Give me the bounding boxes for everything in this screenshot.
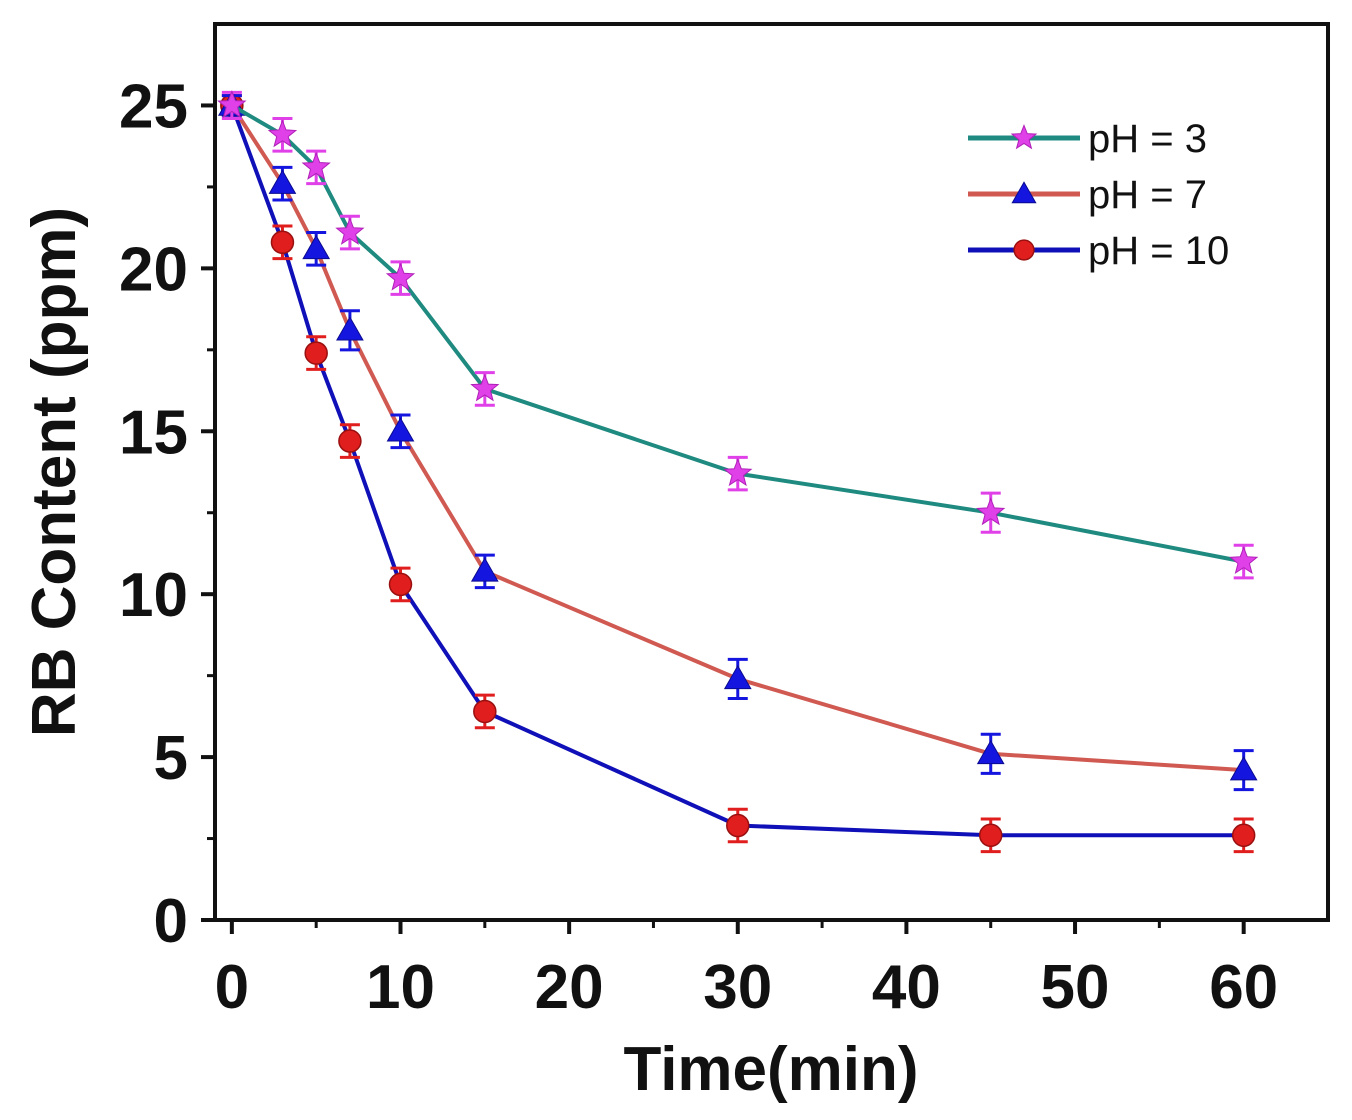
y-tick-label: 0 [154, 887, 188, 956]
data-point [217, 90, 247, 118]
legend-label: pH = 3 [1088, 117, 1207, 161]
legend-marker [1010, 124, 1038, 150]
data-point [302, 234, 331, 260]
y-tick-label: 25 [119, 72, 188, 141]
y-tick-label: 5 [154, 724, 188, 793]
x-axis-title: Time(min) [623, 1035, 918, 1104]
x-tick-label: 30 [703, 953, 772, 1022]
data-point [301, 152, 331, 180]
x-tick-label: 20 [535, 953, 604, 1022]
series-0 [217, 90, 1259, 580]
y-tick-label: 15 [119, 398, 188, 467]
data-point [470, 373, 500, 402]
x-tick-label: 50 [1041, 953, 1110, 1022]
legend-label: pH = 7 [1088, 173, 1207, 217]
data-point [270, 230, 295, 255]
data-point [335, 217, 365, 245]
y-axis-title: RB Content (ppm) [20, 207, 89, 737]
x-tick-label: 0 [215, 953, 249, 1022]
axes: 0 10 20 30 40 50 60 0 5 10 15 20 25 [119, 72, 1278, 1022]
data-point [976, 497, 1006, 526]
plot-frame [213, 22, 1330, 922]
data-point [268, 169, 297, 194]
data-point [726, 813, 750, 838]
y-tick-label: 10 [119, 561, 188, 630]
legend-marker [1011, 181, 1037, 204]
y-tick-label: 20 [119, 235, 188, 304]
legend-marker [1013, 239, 1035, 261]
data-point [723, 458, 753, 487]
data-point [1229, 546, 1259, 575]
data-point [1231, 823, 1256, 848]
x-tick-label: 60 [1209, 953, 1278, 1022]
data-point [267, 119, 298, 148]
data-point [304, 341, 328, 365]
legend: pH = 3 pH = 7 pH = 10 [968, 117, 1229, 273]
data-point [1229, 756, 1258, 781]
data-point [976, 739, 1005, 765]
data-point [336, 316, 364, 341]
data-point [386, 417, 415, 442]
x-tick-label: 10 [366, 953, 435, 1022]
data-point [470, 557, 499, 582]
data-point [978, 823, 1003, 848]
data-point [385, 262, 416, 291]
data-point [473, 699, 497, 724]
data-point [723, 664, 752, 690]
x-tick-label: 40 [872, 953, 941, 1022]
data-point [338, 429, 362, 453]
plot-content [217, 90, 1259, 854]
data-point [388, 572, 413, 597]
legend-label: pH = 10 [1088, 229, 1229, 273]
